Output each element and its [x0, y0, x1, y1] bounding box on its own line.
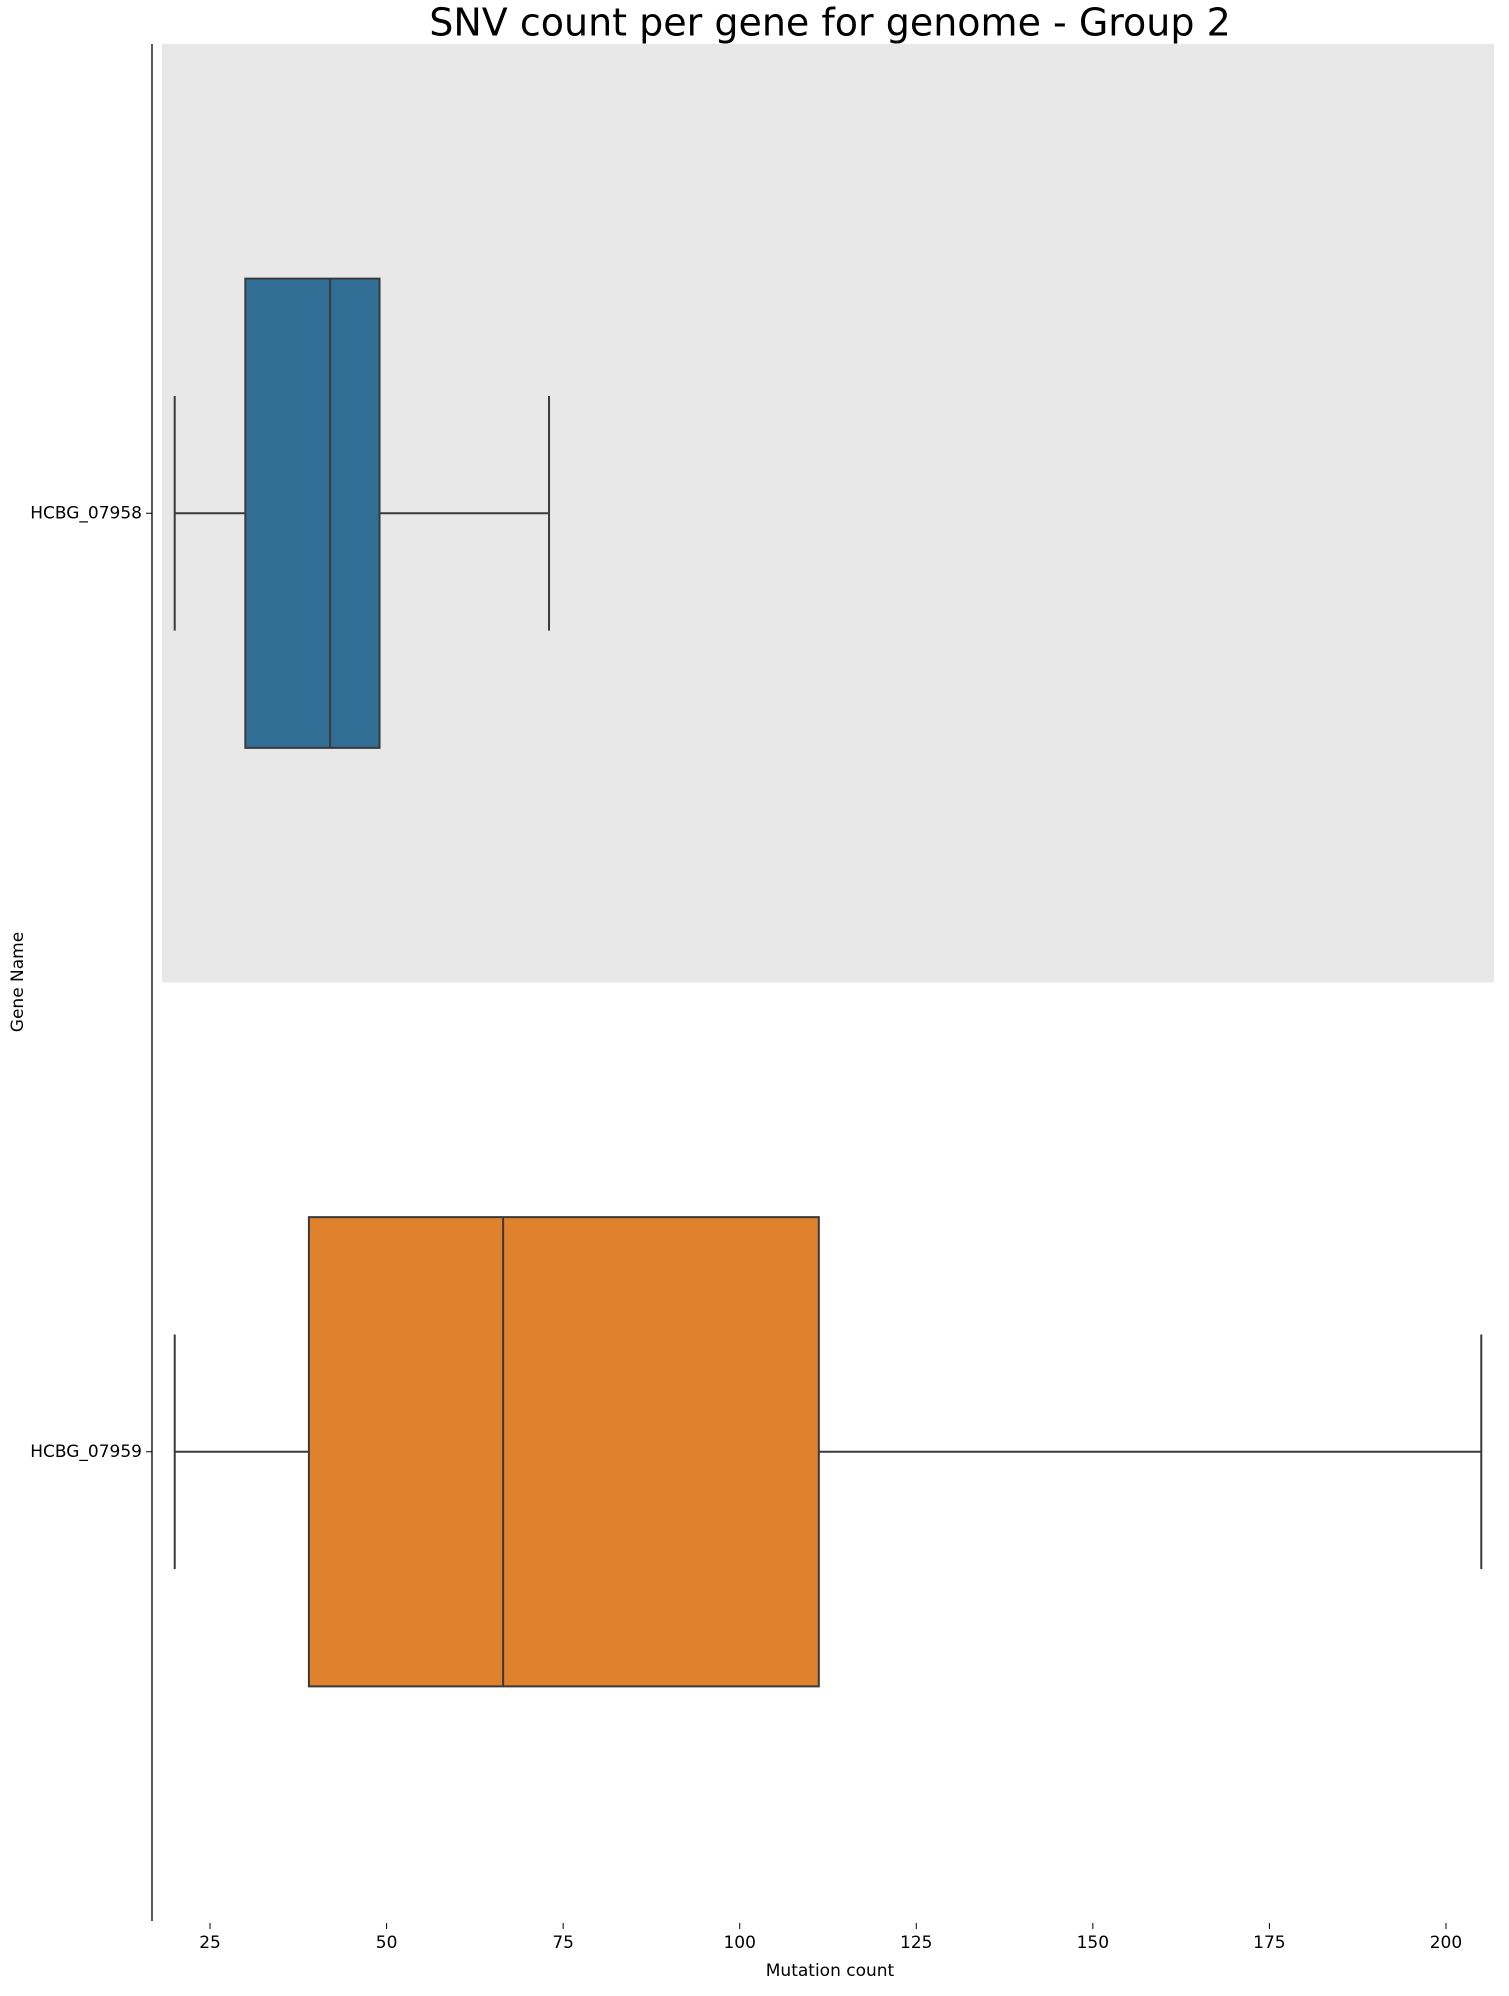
x-tick-label: 100: [723, 1933, 755, 1953]
chart-title: SNV count per gene for genome - Group 2: [429, 1, 1231, 45]
x-tick-label: 150: [1077, 1933, 1109, 1953]
x-tick-label: 75: [552, 1933, 574, 1953]
x-axis-label: Mutation count: [766, 1961, 895, 1981]
box: [244, 277, 381, 749]
x-tick-label: 125: [900, 1933, 932, 1953]
y-axis-label: Gene Name: [8, 932, 28, 1032]
x-tick-label: 25: [199, 1933, 221, 1953]
y-tick-label: HCBG_07958: [30, 503, 142, 523]
x-tick-label: 175: [1253, 1933, 1285, 1953]
x-tick-label: 200: [1430, 1933, 1462, 1953]
y-tick-label: HCBG_07959: [30, 1442, 142, 1462]
box: [307, 1216, 820, 1688]
x-tick-label: 50: [376, 1933, 398, 1953]
